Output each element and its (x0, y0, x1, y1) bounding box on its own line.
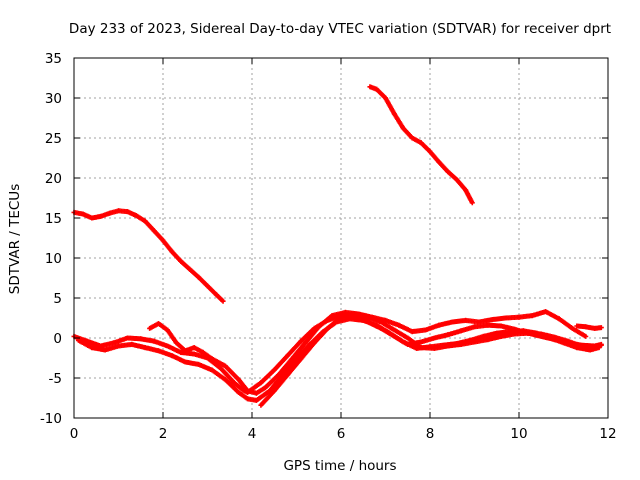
data-point (598, 325, 604, 331)
x-tick-label: 12 (599, 426, 616, 442)
y-tick-label: 25 (45, 131, 62, 147)
series-arc-high-early (71, 208, 226, 304)
axis-ticks: 0 2 4 6 8 10 12 35 30 25 20 15 10 5 0 -5 -10 (40, 51, 617, 442)
x-tick-label: 0 (70, 426, 79, 442)
series-arc-high-mid (367, 84, 475, 206)
data-layer (71, 84, 604, 408)
data-point (598, 342, 604, 348)
y-tick-label: 5 (53, 291, 62, 307)
x-tick-label: 2 (159, 426, 168, 442)
y-tick-label: 10 (45, 251, 62, 267)
y-tick-label: 20 (45, 171, 62, 187)
x-tick-label: 4 (248, 426, 257, 442)
y-axis-label: SDTVAR / TECUs (7, 184, 23, 294)
y-tick-label: 15 (45, 211, 62, 227)
y-tick-label: 35 (45, 51, 62, 67)
y-tick-label: -10 (40, 411, 62, 427)
gridlines (74, 58, 608, 418)
series-arc-low-d (258, 311, 604, 408)
x-tick-label: 8 (426, 426, 435, 442)
series-arc-low-b (75, 316, 602, 403)
y-tick-label: 30 (45, 91, 62, 107)
y-tick-label: -5 (49, 371, 62, 387)
x-axis-label: GPS time / hours (283, 458, 396, 474)
chart-title: Day 233 of 2023, Sidereal Day-to-day VTE… (69, 21, 611, 37)
y-tick-label: 0 (53, 331, 62, 347)
x-tick-label: 10 (510, 426, 527, 442)
series-arc-low-e (574, 323, 604, 331)
data-point (220, 298, 226, 304)
x-tick-label: 6 (337, 426, 346, 442)
data-point (469, 200, 475, 206)
data-point (583, 333, 589, 339)
